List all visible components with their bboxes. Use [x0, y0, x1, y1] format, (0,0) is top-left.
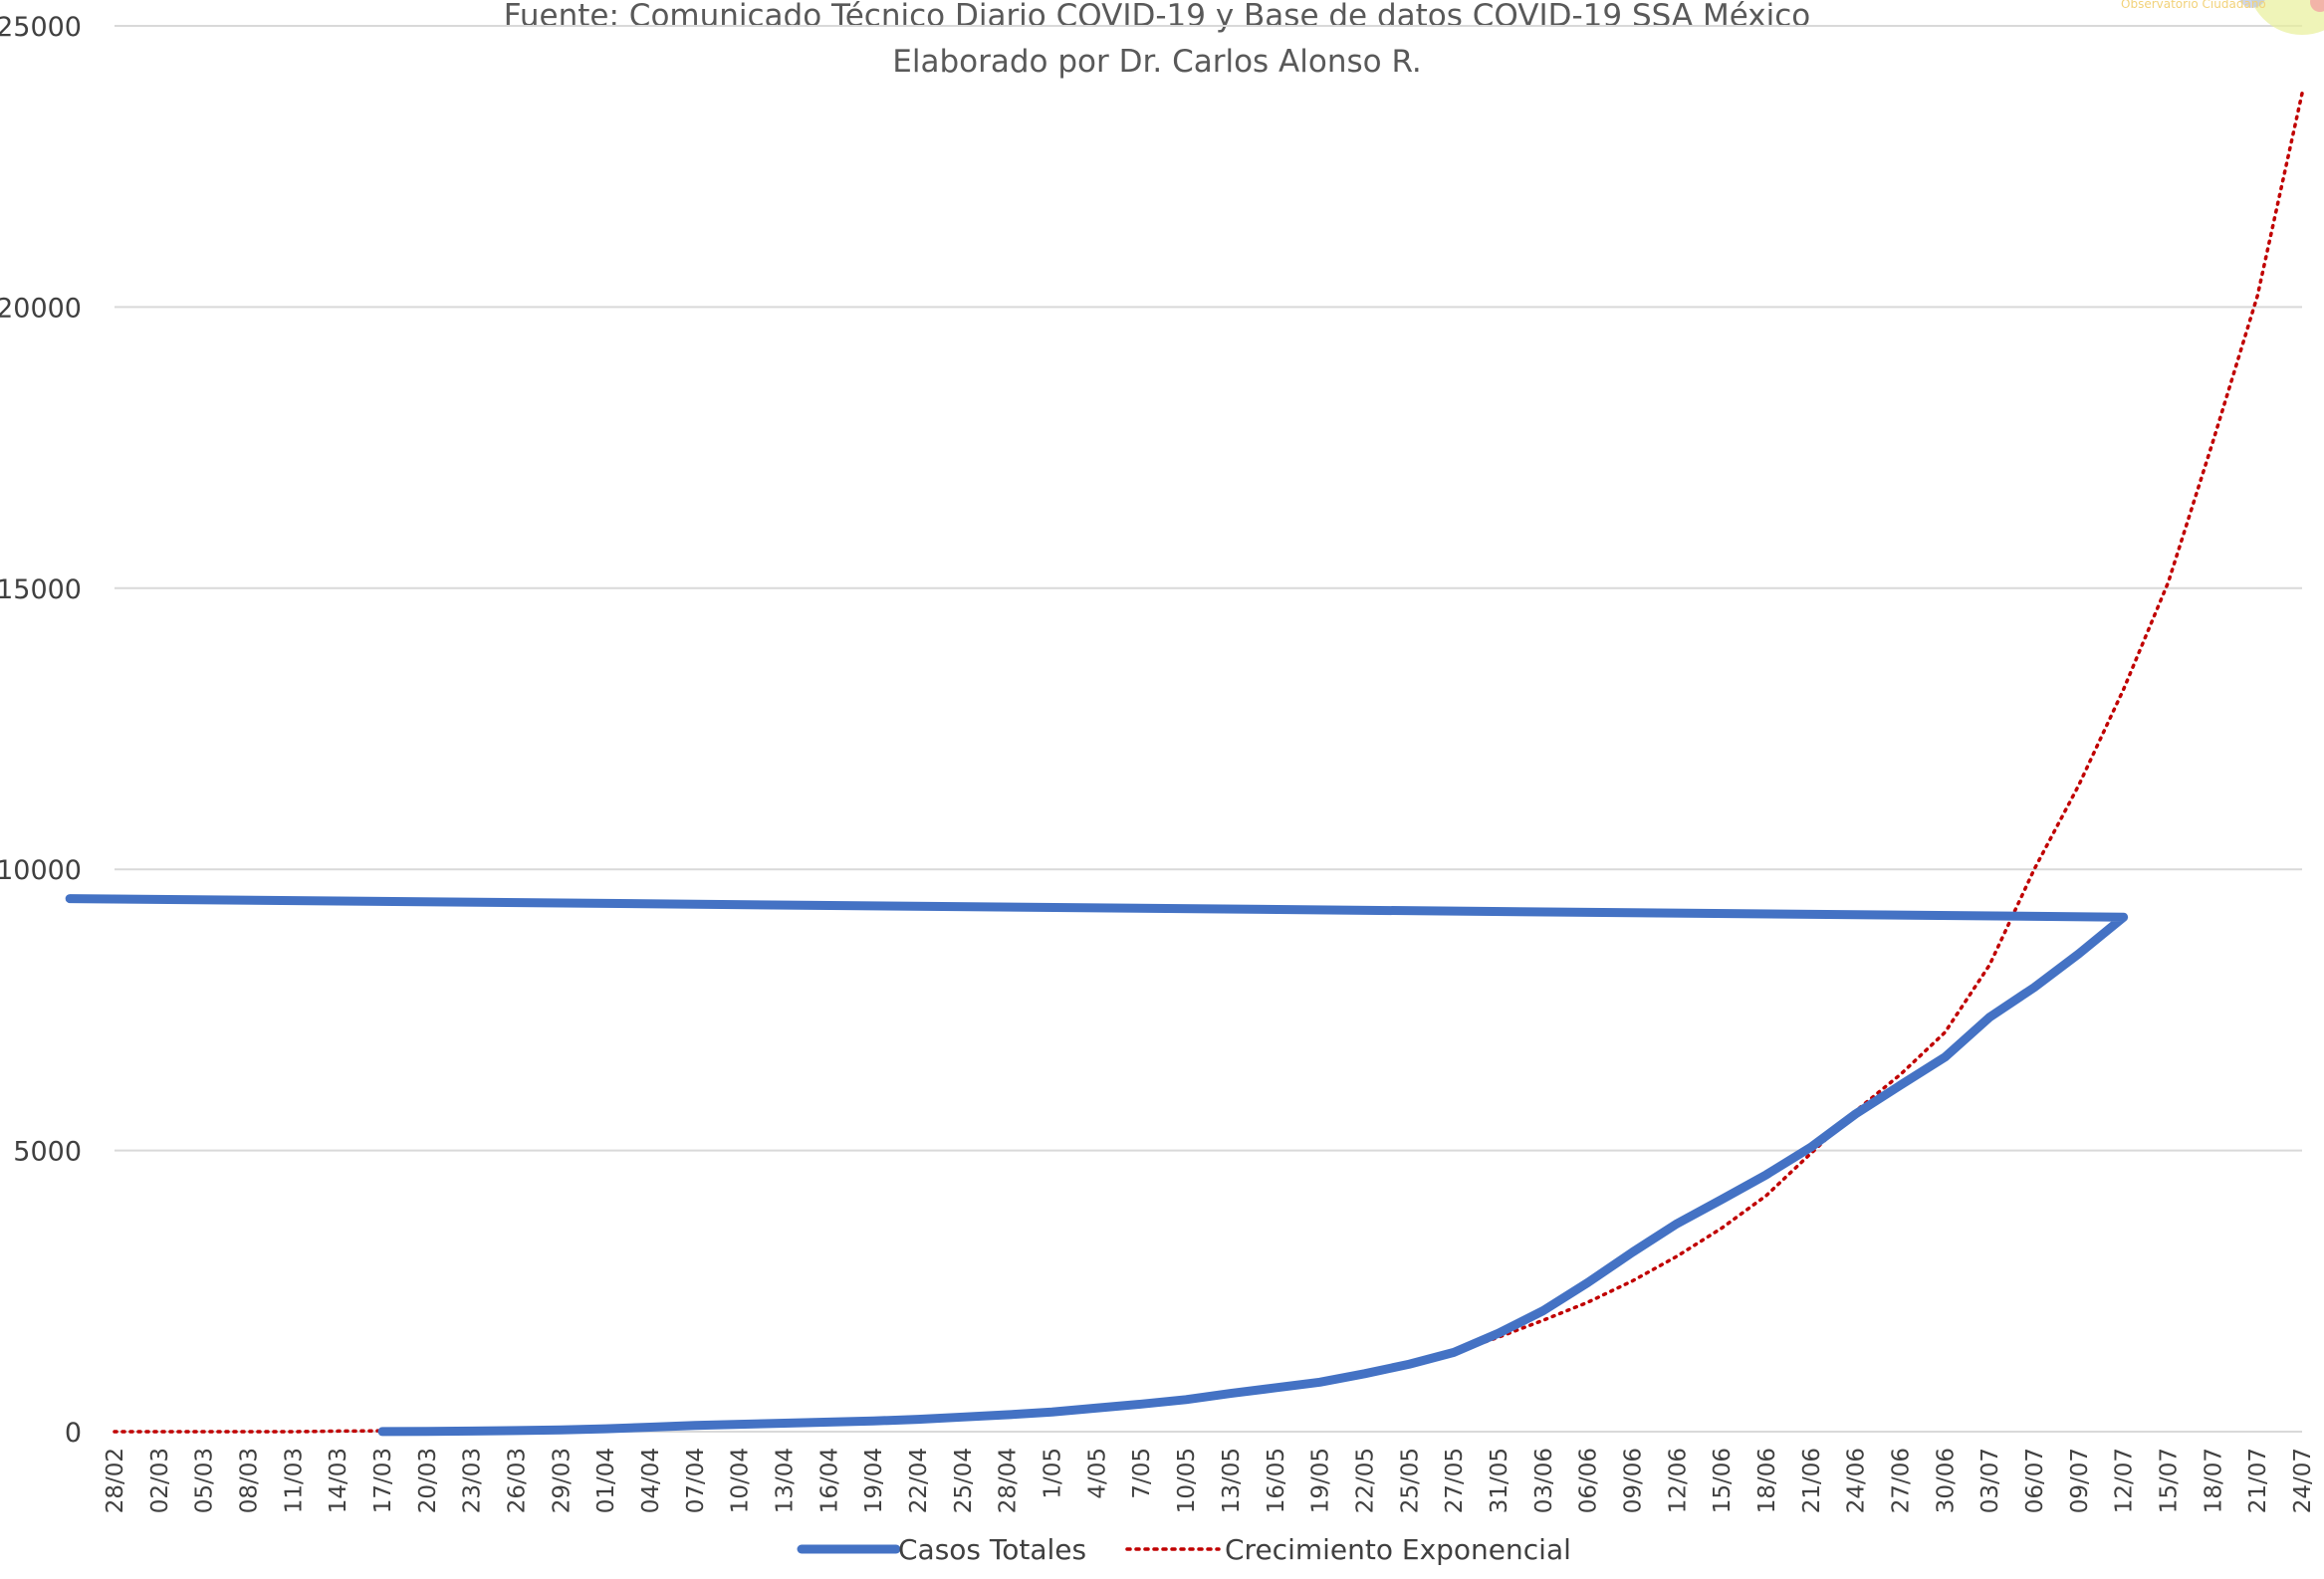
x-tick-label: 04/04 [638, 1448, 664, 1513]
x-tick-label: 11/03 [281, 1448, 307, 1513]
x-tick-label: 30/06 [1933, 1448, 1959, 1513]
x-tick-label: 10/04 [728, 1448, 754, 1513]
x-tick-label: 26/03 [505, 1448, 531, 1513]
x-tick-label: 22/05 [1352, 1448, 1378, 1513]
x-tick-label: 31/05 [1487, 1448, 1512, 1513]
x-tick-label: 12/06 [1665, 1448, 1691, 1513]
x-tick-label: 07/04 [683, 1448, 709, 1513]
x-tick-label: 20/03 [415, 1448, 441, 1513]
x-tick-label: 27/05 [1442, 1448, 1468, 1513]
x-tick-label: 13/05 [1219, 1448, 1245, 1513]
x-tick-label: 25/05 [1397, 1448, 1423, 1513]
x-tick-label: 21/07 [2245, 1448, 2271, 1513]
x-tick-label: 19/04 [861, 1448, 887, 1513]
x-tick-label: 19/05 [1308, 1448, 1334, 1513]
series-crecimiento-exponencial-line [113, 92, 2304, 1434]
x-tick-label: 08/03 [237, 1448, 263, 1513]
x-tick-label: 16/05 [1264, 1448, 1289, 1513]
x-tick-label: 1/05 [1041, 1448, 1066, 1499]
x-tick-label: 25/04 [951, 1448, 977, 1513]
x-tick-label: 23/03 [460, 1448, 486, 1513]
y-axis-tick-labels: 0 5000 10000 15000 20000 25000 [0, 12, 82, 1449]
x-tick-label: 01/04 [593, 1448, 619, 1513]
x-tick-label: 09/07 [2067, 1448, 2093, 1513]
x-tick-label: 22/04 [906, 1448, 932, 1513]
x-tick-label: 21/06 [1799, 1448, 1825, 1513]
x-tick-label: 24/07 [2290, 1448, 2316, 1513]
subtitle-line-2: Elaborado por Dr. Carlos Alonso R. [892, 44, 1421, 80]
x-tick-label: 02/03 [147, 1448, 173, 1513]
x-tick-label: 24/06 [1844, 1448, 1870, 1513]
x-tick-label: 15/06 [1710, 1448, 1736, 1513]
y-tick-label: 0 [65, 1418, 82, 1449]
y-tick-label: 5000 [13, 1137, 82, 1168]
series-casos-totales-line [65, 894, 2129, 1437]
x-tick-label: 06/06 [1576, 1448, 1602, 1513]
x-tick-label: 18/06 [1754, 1448, 1780, 1513]
x-tick-label: 7/05 [1129, 1448, 1155, 1499]
x-tick-label: 18/07 [2201, 1448, 2226, 1513]
svg-text:Observatorio Ciudadano: Observatorio Ciudadano [2121, 0, 2266, 11]
legend-label: Crecimiento Exponencial [1225, 1533, 1571, 1566]
x-tick-label: 4/05 [1084, 1448, 1110, 1499]
y-tick-label: 15000 [0, 574, 82, 605]
x-tick-label: 28/04 [996, 1448, 1022, 1513]
x-tick-label: 12/07 [2112, 1448, 2138, 1513]
subtitle-line-1: Fuente: Comunicado Técnico Diario COVID-… [504, 0, 1810, 34]
x-tick-label: 15/07 [2156, 1448, 2182, 1513]
x-tick-label: 14/03 [326, 1448, 351, 1513]
x-tick-label: 05/03 [192, 1448, 218, 1513]
x-tick-label: 03/07 [1977, 1448, 2003, 1513]
x-tick-label: 09/06 [1620, 1448, 1646, 1513]
chart-subtitle: Fuente: Comunicado Técnico Diario COVID-… [504, 0, 1810, 80]
series-lines [65, 92, 2304, 1437]
x-tick-label: 03/06 [1531, 1448, 1557, 1513]
x-tick-label: 06/07 [2022, 1448, 2048, 1513]
x-tick-label: 16/04 [816, 1448, 842, 1513]
x-tick-label: 17/03 [370, 1448, 396, 1513]
x-tick-label: 27/06 [1888, 1448, 1914, 1513]
legend: Casos Totales Crecimiento Exponencial [797, 1533, 1571, 1566]
y-tick-label: 10000 [0, 855, 82, 886]
x-tick-label: 29/03 [549, 1448, 575, 1513]
x-tick-label: 28/02 [103, 1448, 128, 1513]
x-tick-label: 10/05 [1174, 1448, 1200, 1513]
legend-label: Casos Totales [898, 1533, 1086, 1566]
x-axis-tick-labels: 28/02 02/03 05/03 08/03 11/03 14/03 17/03 20/03… [103, 1448, 2316, 1513]
y-tick-label: 25000 [0, 12, 82, 43]
x-tick-label: 13/04 [773, 1448, 799, 1513]
y-tick-label: 20000 [0, 293, 82, 324]
observatorio-logo: Observatorio Ciudadano [2121, 0, 2324, 35]
gridlines [115, 25, 2302, 1433]
